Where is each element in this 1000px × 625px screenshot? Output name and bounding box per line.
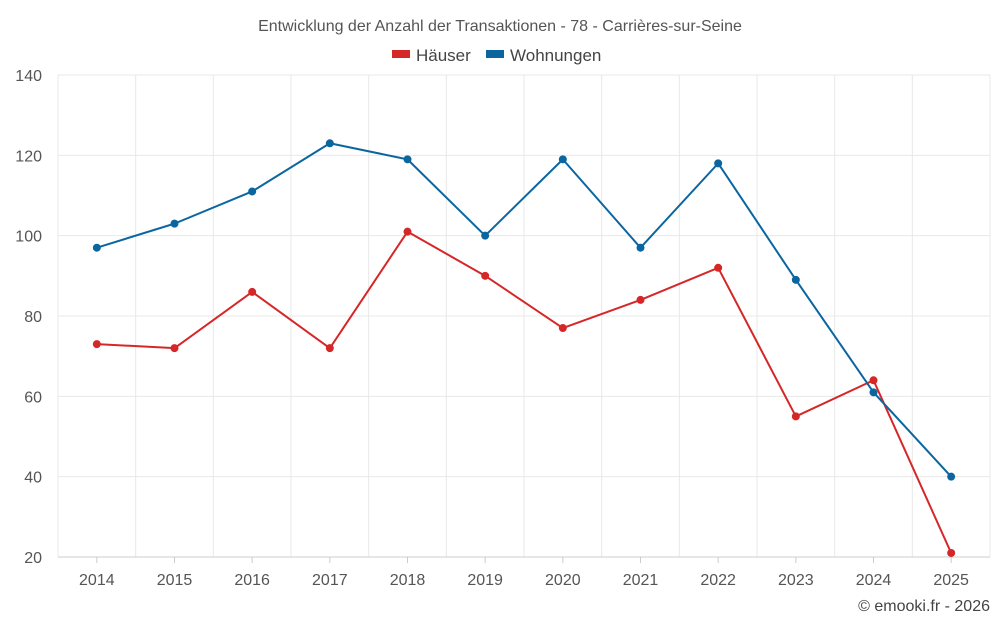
legend-item-hauser[interactable]: Häuser: [392, 46, 471, 65]
x-tick-label: 2018: [390, 572, 426, 589]
series-wohnungen: [92, 139, 956, 481]
x-tick-label: 2024: [856, 572, 892, 589]
x-tick-label: 2014: [79, 572, 115, 589]
credit-text: © emooki.fr - 2026: [858, 598, 990, 615]
data-point-hauser-2016[interactable]: [248, 287, 257, 296]
x-tick-label: 2020: [545, 572, 581, 589]
x-tick-label: 2017: [312, 572, 348, 589]
data-point-hauser-2023[interactable]: [791, 412, 800, 421]
data-point-wohnungen-2022[interactable]: [714, 159, 723, 168]
data-point-wohnungen-2021[interactable]: [636, 243, 645, 252]
data-point-hauser-2025[interactable]: [947, 548, 956, 557]
data-point-hauser-2014[interactable]: [92, 340, 101, 349]
data-point-hauser-2018[interactable]: [403, 227, 412, 236]
legend-label-wohnungen: Wohnungen: [510, 46, 601, 65]
y-tick-label: 40: [24, 470, 42, 487]
series-line-wohnungen: [96, 142, 952, 478]
data-point-wohnungen-2018[interactable]: [403, 155, 412, 164]
x-tick-label: 2016: [234, 572, 270, 589]
x-axis: 2014 2015 2016 2017 2018 2019 2020 2021 2022 2023…: [58, 556, 990, 589]
gridlines: [57, 74, 991, 558]
data-point-wohnungen-2024[interactable]: [869, 388, 878, 397]
y-tick-label: 120: [15, 148, 42, 165]
x-tick-label: 2021: [623, 572, 659, 589]
data-point-wohnungen-2016[interactable]: [248, 187, 257, 196]
y-tick-label: 80: [24, 309, 42, 326]
data-point-wohnungen-2019[interactable]: [481, 231, 490, 240]
legend: Häuser Wohnungen: [392, 46, 601, 65]
y-axis: 20 40 60 80 100 120 140: [15, 68, 42, 567]
data-point-hauser-2019[interactable]: [481, 271, 490, 280]
x-tick-label: 2023: [778, 572, 814, 589]
x-tick-label: 2022: [700, 572, 736, 589]
legend-swatch-hauser: [392, 50, 410, 58]
data-point-wohnungen-2014[interactable]: [92, 243, 101, 252]
data-point-hauser-2017[interactable]: [325, 344, 334, 353]
series-hauser: [92, 227, 956, 557]
x-tick-label: 2015: [157, 572, 193, 589]
y-tick-label: 60: [24, 389, 42, 406]
data-point-wohnungen-2023[interactable]: [791, 275, 800, 284]
series-layer: [92, 139, 956, 557]
data-point-wohnungen-2017[interactable]: [325, 139, 334, 148]
data-point-hauser-2021[interactable]: [636, 295, 645, 304]
series-line-hauser: [96, 230, 953, 554]
x-tick-label: 2025: [933, 572, 969, 589]
data-point-wohnungen-2025[interactable]: [947, 472, 956, 481]
data-point-hauser-2015[interactable]: [170, 344, 179, 353]
x-tick-label: 2019: [467, 572, 503, 589]
data-point-hauser-2020[interactable]: [558, 324, 567, 333]
y-tick-label: 20: [24, 550, 42, 567]
y-tick-label: 100: [15, 229, 42, 246]
data-point-hauser-2022[interactable]: [714, 263, 723, 272]
legend-item-wohnungen[interactable]: Wohnungen: [486, 46, 601, 65]
legend-swatch-wohnungen: [486, 50, 504, 58]
data-point-wohnungen-2020[interactable]: [558, 155, 567, 164]
chart-title: Entwicklung der Anzahl der Transaktionen…: [258, 18, 742, 35]
data-point-wohnungen-2015[interactable]: [170, 219, 179, 228]
y-tick-label: 140: [15, 68, 42, 85]
legend-label-hauser: Häuser: [416, 46, 471, 65]
data-point-hauser-2024[interactable]: [869, 376, 878, 385]
